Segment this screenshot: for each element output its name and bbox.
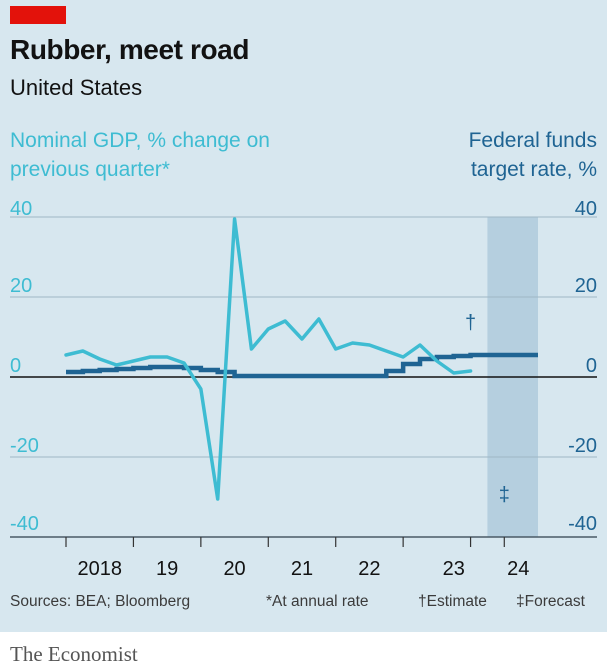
left-y-tick-label: 20 <box>10 275 32 297</box>
line-chart: 40 40 20 20 0 0 -20 -20 -40 -40 2018 19 20 21 22 23 24 † ‡ <box>10 198 597 580</box>
left-y-tick-label: -20 <box>10 435 39 457</box>
chart-annotation: ‡ <box>499 484 510 506</box>
left-y-tick-label: 0 <box>10 355 21 377</box>
brand-red-tag <box>10 6 66 24</box>
footer-note-annual: *At annual rate <box>266 593 369 610</box>
x-tick-label: 2018 <box>77 558 122 580</box>
x-tick-label: 23 <box>443 558 465 580</box>
x-tick-label: 21 <box>291 558 313 580</box>
right-y-tick-label: 0 <box>586 355 597 377</box>
footer-note-forecast: ‡Forecast <box>516 593 585 610</box>
footer-sources: Sources: BEA; Bloomberg <box>10 593 191 610</box>
x-tick-label: 19 <box>156 558 178 580</box>
brand-wordmark: The Economist <box>10 642 138 666</box>
fed-funds-rate-line <box>66 352 538 379</box>
right-y-tick-label: -40 <box>568 513 597 535</box>
chart-annotation: † <box>465 312 476 334</box>
right-axis-label: Federal funds target rate, % <box>468 129 597 181</box>
chart-subtitle: United States <box>10 75 143 100</box>
right-y-tick-label: 40 <box>575 198 597 220</box>
right-y-tick-label: -20 <box>568 435 597 457</box>
x-tick-label: 22 <box>358 558 380 580</box>
nominal-gdp-line <box>64 217 473 501</box>
left-y-tick-label: -40 <box>10 513 39 535</box>
chart-title: Rubber, meet road <box>10 34 250 65</box>
x-tick-label: 20 <box>223 558 245 580</box>
left-axis-label: Nominal GDP, % change on previous quarte… <box>10 129 270 181</box>
left-y-tick-label: 40 <box>10 198 32 220</box>
right-y-tick-label: 20 <box>575 275 597 297</box>
footer-note-estimate: †Estimate <box>418 593 487 610</box>
x-tick-label: 24 <box>507 558 529 580</box>
